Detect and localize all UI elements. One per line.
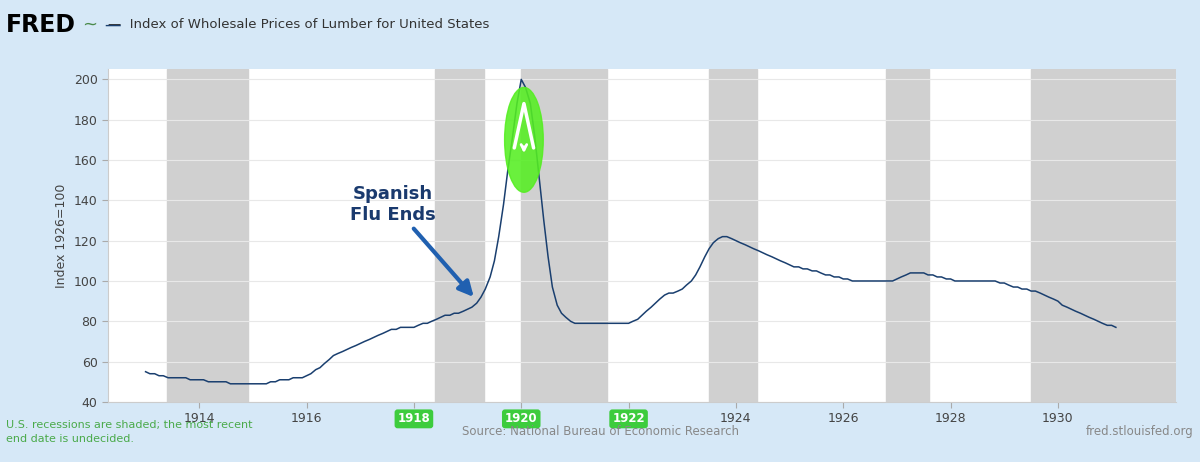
Text: —: — — [104, 16, 121, 34]
Bar — [886, 69, 929, 402]
Text: Spanish
Flu Ends: Spanish Flu Ends — [349, 185, 470, 293]
Text: —  Index of Wholesale Prices of Lumber for United States: — Index of Wholesale Prices of Lumber fo… — [108, 18, 490, 31]
Y-axis label: Index 1926=100: Index 1926=100 — [55, 183, 68, 288]
Text: U.S. recessions are shaded; the most recent
end date is undecided.: U.S. recessions are shaded; the most rec… — [6, 419, 252, 444]
Text: fred.stlouisfed.org: fred.stlouisfed.org — [1086, 425, 1194, 438]
Text: Source: National Bureau of Economic Research: Source: National Bureau of Economic Rese… — [462, 425, 738, 438]
Bar — [436, 69, 484, 402]
Text: FRED: FRED — [6, 13, 76, 37]
Bar — [521, 69, 607, 402]
Bar — [1031, 69, 1176, 402]
Text: ~: ~ — [82, 16, 97, 34]
Ellipse shape — [505, 87, 544, 192]
Bar — [709, 69, 757, 402]
Bar — [167, 69, 247, 402]
